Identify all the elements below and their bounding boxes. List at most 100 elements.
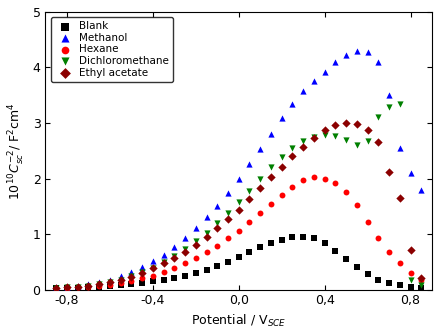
Dichloromethane (224, 211, 231, 216)
Ethyl acetate (95, 281, 102, 287)
Methanol (310, 78, 317, 83)
Hexane (117, 280, 124, 286)
Methanol (363, 49, 370, 55)
Ethyl acetate (245, 196, 252, 202)
Hexane (385, 249, 392, 254)
Ethyl acetate (63, 285, 70, 290)
Hexane (181, 261, 188, 266)
X-axis label: Potential / V$_{SCE}$: Potential / V$_{SCE}$ (191, 313, 286, 329)
Methanol (160, 252, 167, 257)
Hexane (235, 228, 242, 234)
Methanol (288, 101, 295, 107)
Dichloromethane (160, 260, 167, 265)
Ethyl acetate (288, 154, 295, 159)
Ethyl acetate (342, 120, 349, 126)
Methanol (278, 115, 285, 121)
Methanol (74, 283, 81, 288)
Ethyl acetate (149, 266, 156, 271)
Methanol (202, 215, 209, 220)
Methanol (106, 277, 113, 282)
Hexane (192, 256, 199, 261)
Methanol (85, 281, 92, 287)
Dichloromethane (213, 221, 220, 226)
Methanol (374, 59, 381, 65)
Blank (63, 286, 70, 291)
Dichloromethane (117, 277, 124, 282)
Methanol (235, 176, 242, 182)
Methanol (385, 92, 392, 98)
Blank (417, 285, 424, 291)
Blank (321, 241, 328, 246)
Hexane (331, 180, 338, 185)
Ethyl acetate (53, 285, 60, 291)
Hexane (127, 278, 134, 283)
Methanol (181, 235, 188, 241)
Ethyl acetate (310, 135, 317, 141)
Methanol (396, 145, 403, 151)
Legend: Blank, Methanol, Hexane, Dichloromethane, Ethyl acetate: Blank, Methanol, Hexane, Dichloromethane… (50, 17, 173, 82)
Hexane (170, 266, 177, 271)
Hexane (278, 193, 285, 198)
Ethyl acetate (160, 261, 167, 266)
Ethyl acetate (374, 140, 381, 145)
Dichloromethane (74, 284, 81, 289)
Dichloromethane (278, 154, 285, 160)
Ethyl acetate (267, 175, 274, 180)
Hexane (288, 184, 295, 190)
Blank (95, 284, 102, 289)
Hexane (299, 177, 306, 183)
Methanol (353, 48, 360, 53)
Dichloromethane (192, 239, 199, 244)
Dichloromethane (95, 281, 102, 287)
Y-axis label: $10^{10}C_{sc}^{-2}$/ F$^{2}$cm$^{4}$: $10^{10}C_{sc}^{-2}$/ F$^{2}$cm$^{4}$ (7, 102, 27, 200)
Methanol (417, 187, 424, 192)
Hexane (342, 190, 349, 195)
Dichloromethane (342, 137, 349, 142)
Dichloromethane (321, 132, 328, 138)
Methanol (127, 270, 134, 275)
Methanol (245, 161, 252, 167)
Hexane (374, 235, 381, 241)
Ethyl acetate (299, 144, 306, 150)
Blank (288, 235, 295, 240)
Methanol (138, 265, 145, 270)
Blank (106, 284, 113, 289)
Blank (213, 263, 220, 269)
Ethyl acetate (170, 255, 177, 261)
Ethyl acetate (385, 169, 392, 174)
Blank (245, 250, 252, 255)
Methanol (117, 274, 124, 279)
Blank (224, 259, 231, 264)
Ethyl acetate (406, 247, 413, 252)
Hexane (245, 220, 252, 225)
Methanol (170, 244, 177, 249)
Blank (267, 240, 274, 246)
Blank (53, 286, 60, 291)
Dichloromethane (299, 139, 306, 144)
Blank (374, 277, 381, 282)
Ethyl acetate (213, 226, 220, 231)
Dichloromethane (127, 274, 134, 279)
Methanol (321, 69, 328, 75)
Dichloromethane (53, 285, 60, 291)
Methanol (63, 284, 70, 289)
Blank (160, 277, 167, 282)
Dichloromethane (256, 176, 263, 182)
Hexane (353, 203, 360, 208)
Dichloromethane (149, 265, 156, 270)
Blank (299, 234, 306, 240)
Methanol (299, 89, 306, 94)
Hexane (85, 284, 92, 289)
Ethyl acetate (138, 270, 145, 276)
Methanol (224, 190, 231, 196)
Ethyl acetate (127, 274, 134, 280)
Hexane (63, 285, 70, 291)
Methanol (267, 131, 274, 136)
Hexane (256, 211, 263, 216)
Hexane (95, 283, 102, 288)
Hexane (363, 219, 370, 224)
Hexane (321, 176, 328, 181)
Dichloromethane (406, 277, 413, 282)
Dichloromethane (331, 134, 338, 139)
Hexane (213, 243, 220, 248)
